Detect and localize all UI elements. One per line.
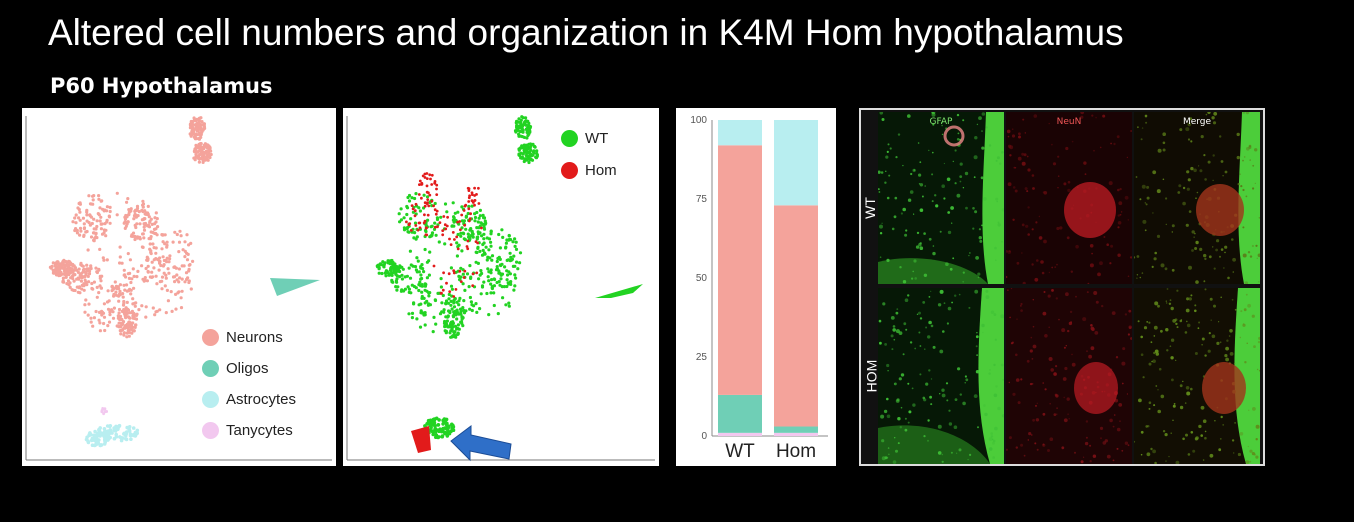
image-wt-gfap: GFAP [878, 112, 1004, 284]
slide-title: Altered cell numbers and organization in… [48, 12, 1124, 53]
legend-label: Astrocytes [226, 391, 297, 408]
umap-genotype-plot [346, 115, 655, 462]
blue-arrow-icon [450, 425, 512, 462]
hom-swatch [561, 161, 578, 179]
legend-label: WT [585, 129, 609, 147]
image-wt-merge: Merge [1134, 112, 1260, 284]
legend-label: Tanycytes [226, 422, 293, 439]
bar-segment-astrocytes [718, 120, 762, 146]
y-tick-label: 50 [696, 273, 708, 284]
celltype-legend: Neurons Oligos Astrocytes Tanycytes [202, 322, 296, 446]
astrocyte-cluster [84, 423, 140, 448]
bar-segment-tanycytes [774, 432, 818, 436]
neurons-swatch [202, 329, 219, 346]
column-label-gfap: GFAP [929, 117, 953, 127]
bar-segment-neurons [718, 145, 762, 395]
row-label-hom: HOM [863, 359, 880, 393]
y-tick-label: 0 [701, 431, 707, 442]
tanycyte-cluster [100, 407, 108, 416]
bar-segment-astrocytes [774, 120, 818, 206]
legend-item-oligos: Oligos [202, 353, 296, 384]
legend-label: Oligos [226, 360, 269, 377]
legend-item-tanycytes: Tanycytes [202, 415, 296, 446]
y-tick-label: 25 [696, 352, 708, 363]
bar-chart-svg: 0 25 50 75 100 WT Hom [690, 115, 828, 462]
bar-segment-neurons [774, 205, 818, 427]
x-tick-label: WT [725, 441, 755, 462]
legend-item-wt: WT [561, 122, 617, 154]
umap-genotype-panel: WT Hom [343, 108, 659, 466]
wt-cells [375, 115, 643, 440]
hom-astrocyte-cluster [411, 426, 431, 453]
image-wt-neun: NeuN [1006, 112, 1132, 284]
y-tick-label: 75 [696, 194, 708, 205]
umap-celltype-panel: Neurons Oligos Astrocytes Tanycytes [22, 108, 336, 466]
bar-segment-oligos [774, 426, 818, 433]
hom-cells [405, 172, 483, 298]
bar-segment-tanycytes [718, 432, 762, 436]
image-hom-merge [1134, 288, 1260, 464]
wt-swatch [561, 129, 578, 147]
neuron-cluster [48, 116, 213, 339]
x-tick-label: Hom [776, 441, 816, 462]
legend-label: Neurons [226, 329, 283, 346]
column-label-neun: NeuN [1056, 117, 1082, 127]
genotype-legend: WT Hom [561, 122, 617, 186]
oligos-swatch [202, 360, 219, 377]
oligo-cluster [270, 278, 320, 296]
legend-item-hom: Hom [561, 154, 617, 186]
astrocytes-swatch [202, 391, 219, 408]
image-hom-gfap [878, 288, 1004, 464]
bar-segment-oligos [718, 394, 762, 433]
umap-celltype-plot [25, 116, 332, 461]
image-hom-neun [1006, 288, 1132, 464]
legend-item-neurons: Neurons [202, 322, 296, 353]
immunostaining-panel: WT HOM GFAP NeuN Merge [859, 108, 1265, 466]
proportion-bar-chart: 0 25 50 75 100 WT Hom [676, 108, 836, 466]
row-label-wt: WT [861, 197, 878, 219]
slide-subtitle: P60 Hypothalamus [50, 74, 273, 98]
column-label-merge: Merge [1182, 117, 1212, 127]
y-tick-label: 100 [690, 115, 707, 126]
legend-label: Hom [585, 161, 617, 179]
tanycytes-swatch [202, 422, 219, 439]
legend-item-astrocytes: Astrocytes [202, 384, 296, 415]
